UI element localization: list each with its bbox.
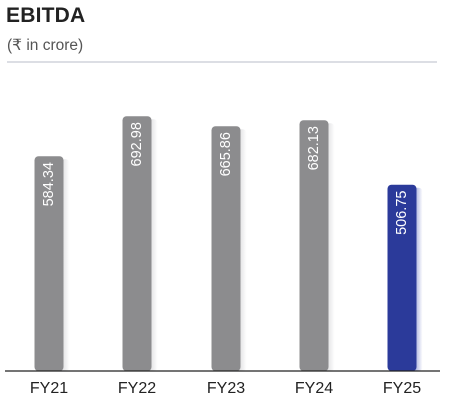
value-label-fy24: 682.13 xyxy=(306,126,322,170)
x-tick-label-fy23: FY23 xyxy=(207,380,245,397)
value-label-fy23: 665.86 xyxy=(218,132,234,176)
value-labels-group: 584.34 692.98 665.86 682.13 506.75 xyxy=(41,122,410,235)
bar-fy25 xyxy=(387,184,417,371)
bars-group xyxy=(34,116,423,372)
x-tick-label-fy22: FY22 xyxy=(118,380,156,397)
value-label-fy22: 692.98 xyxy=(129,122,145,166)
value-label-fy21: 584.34 xyxy=(41,162,57,206)
value-label-fy25: 506.75 xyxy=(394,191,410,235)
x-tick-label-fy25: FY25 xyxy=(383,380,421,397)
chart-title: EBITDA xyxy=(6,4,86,27)
bar-fy24 xyxy=(299,120,329,371)
x-tick-labels-group: FY21 FY22 FY23 FY24 FY25 xyxy=(30,380,421,397)
bar-fy23 xyxy=(211,126,241,372)
chart-subtitle: (₹ in crore) xyxy=(7,37,84,54)
x-tick-label-fy21: FY21 xyxy=(30,380,68,397)
bar-fy21 xyxy=(34,156,64,371)
bar-fy22 xyxy=(122,116,152,371)
x-tick-label-fy24: FY24 xyxy=(295,380,333,397)
